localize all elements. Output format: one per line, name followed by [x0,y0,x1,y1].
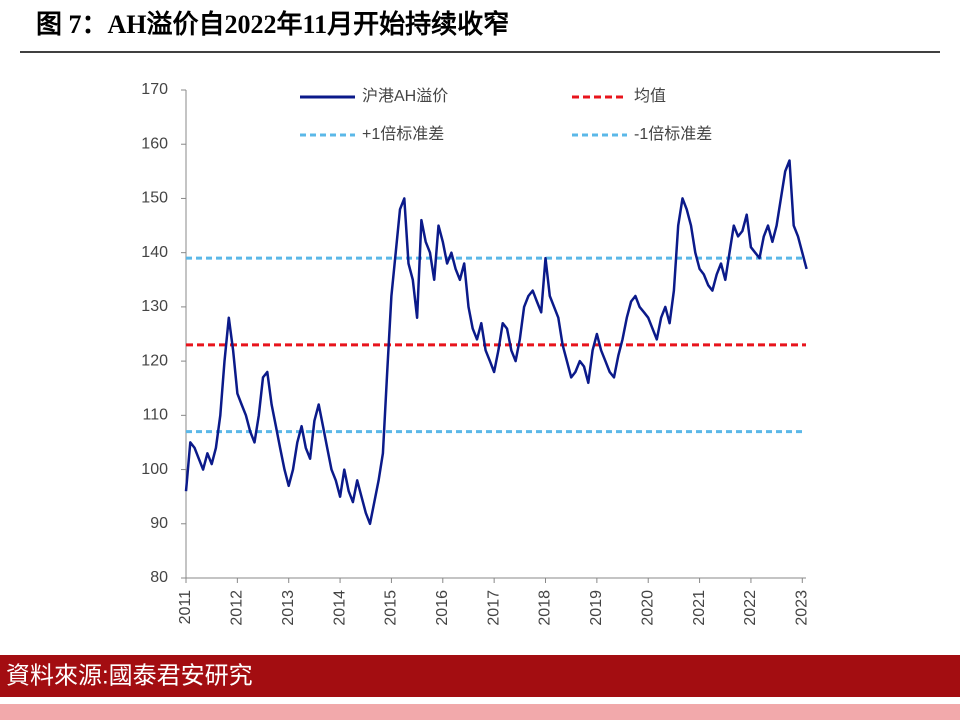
legend-label: -1倍标准差 [634,125,712,143]
x-tick-label: 2020 [639,590,656,626]
footer-band [0,704,960,720]
x-tick-label: 2013 [280,590,297,626]
y-tick-label: 160 [141,135,168,152]
x-tick-label: 2014 [331,590,348,626]
chart-title: 图 7：AH溢价自2022年11月开始持续收窄 [36,9,509,39]
legend-label: +1倍标准差 [362,125,444,143]
source: 資料來源:國泰君安研究 [6,662,253,689]
y-tick-label: 150 [141,190,168,207]
y-tick-label: 120 [141,352,168,369]
y-tick-label: 100 [141,461,168,478]
legend-label: 均值 [634,87,666,105]
legend-label: 沪港AH溢价 [362,87,448,105]
source-band [0,655,960,697]
y-tick-label: 90 [150,515,168,532]
y-tick-label: 80 [150,569,168,586]
x-tick-label: 2011 [177,590,194,625]
x-tick-label: 2023 [794,590,811,626]
x-tick-label: 2017 [485,590,502,626]
y-tick-label: 110 [142,407,168,424]
x-tick-label: 2012 [229,590,246,626]
series-line [184,159,808,526]
x-tick-label: 2021 [691,590,708,626]
y-tick-label: 130 [141,298,168,315]
y-tick-label: 140 [141,244,168,261]
x-tick-label: 2018 [537,590,554,626]
y-tick-label: 170 [141,81,168,98]
x-tick-label: 2015 [383,590,400,626]
x-tick-label: 2022 [742,590,759,626]
x-tick-label: 2016 [434,590,451,626]
x-tick-label: 2019 [588,590,605,626]
